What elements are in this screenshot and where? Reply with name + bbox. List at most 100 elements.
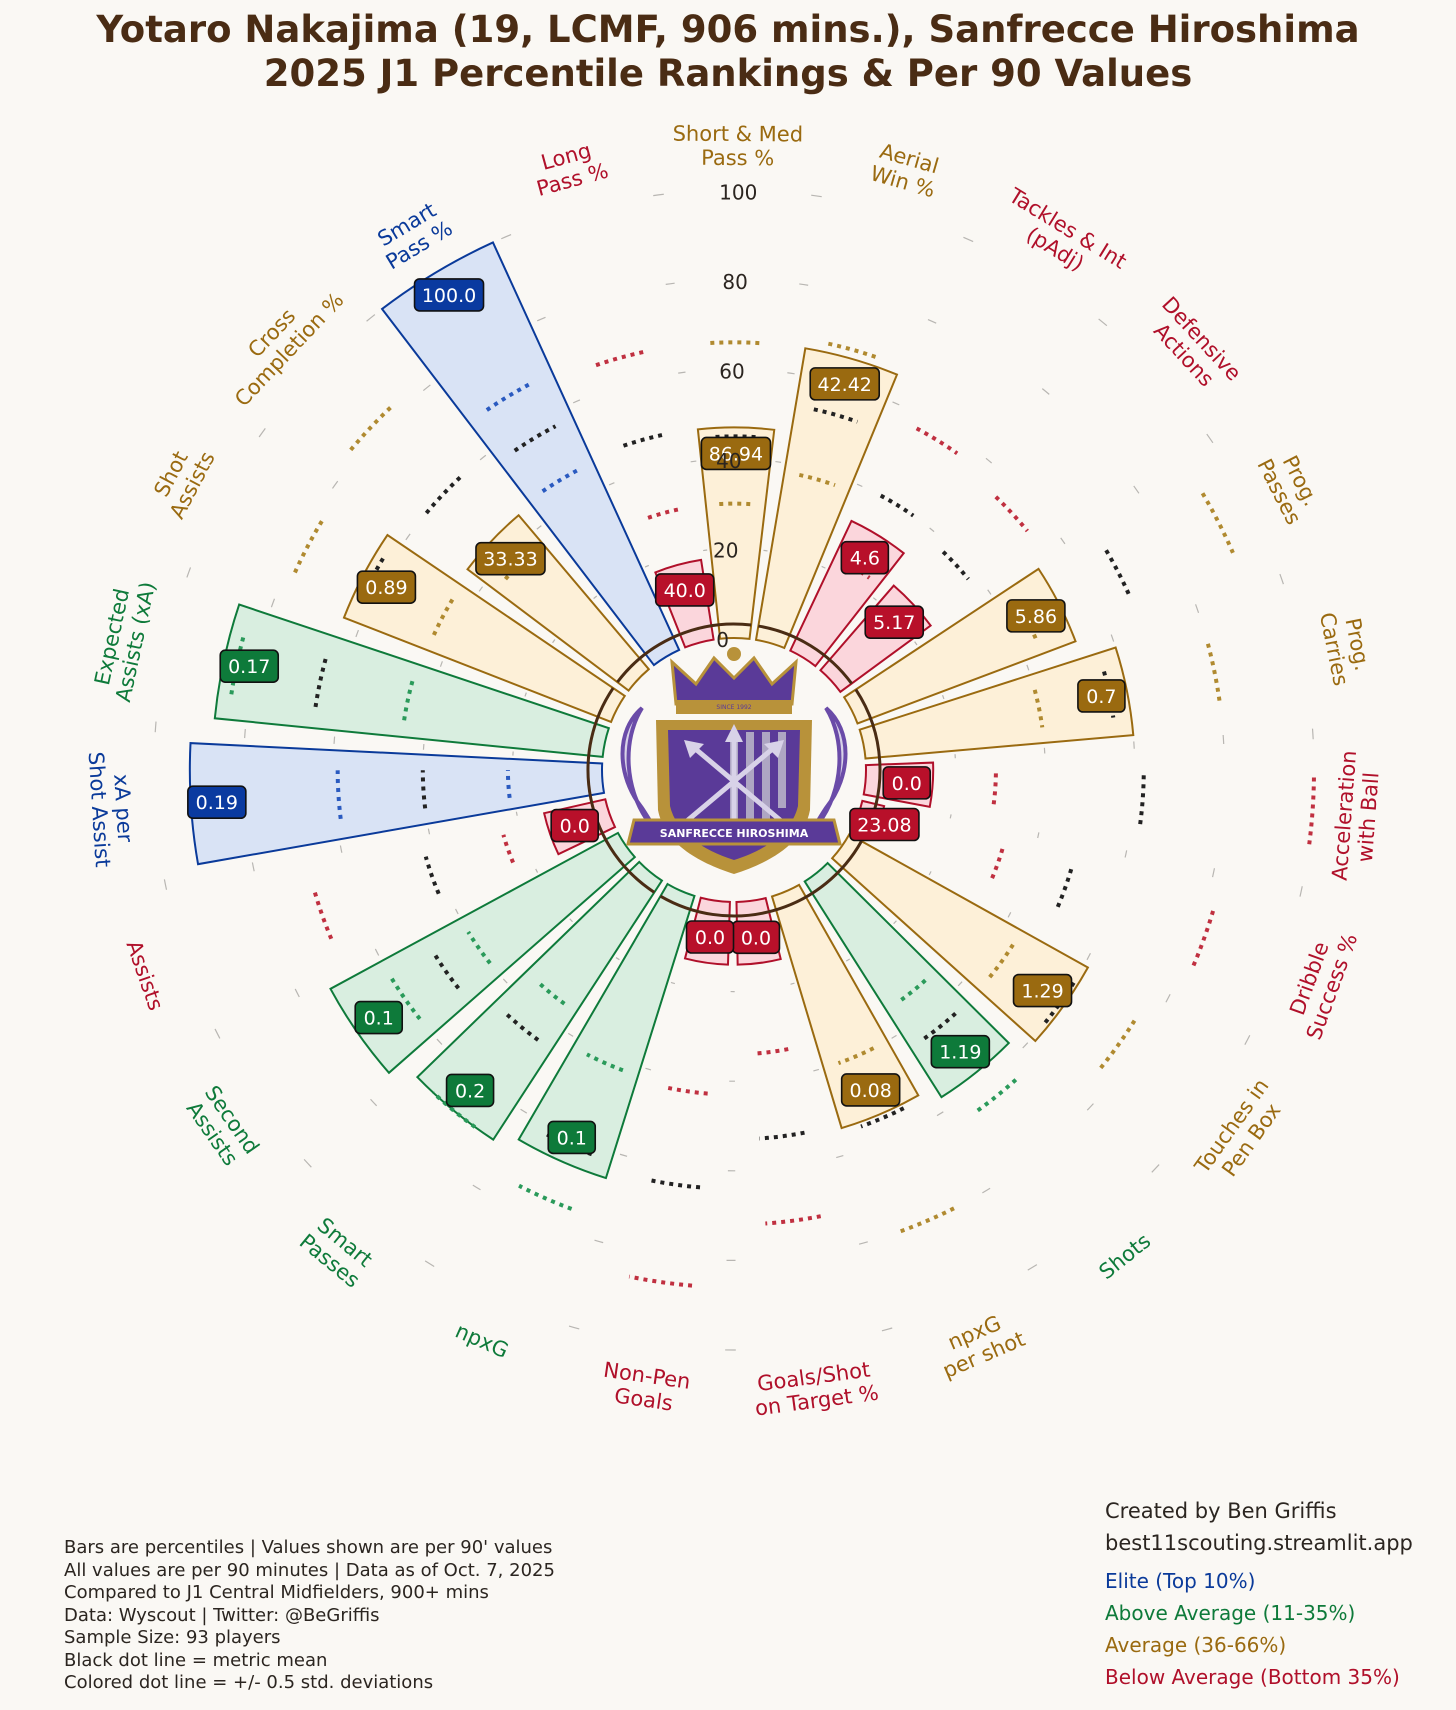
grid-arc-60 <box>787 372 795 375</box>
dot-line-mean-21 <box>622 432 665 448</box>
grid-arc-80 <box>251 862 255 872</box>
grid-arc-60 <box>1086 953 1091 961</box>
grid-arc-40 <box>813 1068 820 1072</box>
legend-below-average: Below Average (Bottom 35%) <box>1105 1665 1400 1689</box>
grid-arc-100 <box>1098 318 1108 327</box>
value-label-18: 0.89 <box>356 570 417 605</box>
svg-text:npxG: npxG <box>452 1319 512 1363</box>
grid-arc-80 <box>1165 993 1171 1003</box>
grid-arc-20 <box>569 918 573 923</box>
bar-13 <box>415 860 664 1142</box>
dot-line-sd-high-20 <box>485 380 534 412</box>
metric-label-1: Tackles & Int(pAdj) <box>1004 183 1131 276</box>
svg-text:0.0: 0.0 <box>741 927 771 949</box>
grid-arc-40 <box>891 1034 897 1039</box>
svg-text:5.17: 5.17 <box>873 612 915 634</box>
grid-arc-60 <box>1022 1042 1029 1049</box>
grid-arc-40 <box>690 460 697 463</box>
svg-text:0.7: 0.7 <box>1086 686 1116 708</box>
chart-title-line-2: 2025 J1 Percentile Rankings & Per 90 Val… <box>263 52 1193 95</box>
grid-arc-80 <box>1133 485 1140 494</box>
dot-line-sd-low-6 <box>988 848 1005 883</box>
dot-line-sd-high-6 <box>1190 910 1215 970</box>
grid-arc-80 <box>1041 388 1050 395</box>
grid-arc-100 <box>881 1327 893 1332</box>
dot-line-sd-high-12 <box>518 1183 573 1211</box>
percentile-bars <box>188 241 1135 1180</box>
dot-line-sd-high-14 <box>390 977 422 1021</box>
grid-arc-40 <box>455 908 459 915</box>
dot-line-mean-13 <box>505 1012 540 1042</box>
value-label-22: 86.94 <box>700 436 772 471</box>
grid-arc-40 <box>608 482 615 486</box>
dot-line-sd-low-12 <box>586 1052 624 1073</box>
value-label-11: 0.0 <box>685 920 735 954</box>
radial-grid <box>154 193 1314 1351</box>
dot-line-sd-low-15 <box>501 834 515 864</box>
grid-arc-80 <box>244 729 246 739</box>
footnote-2: All values are per 90 minutes | Data as … <box>64 1559 555 1581</box>
dot-line-sd-high-5 <box>1306 777 1316 849</box>
dot-line-mean-20 <box>513 424 557 453</box>
svg-text:0.17: 0.17 <box>228 656 270 678</box>
dot-line-sd-low-0 <box>798 472 836 488</box>
sanfrecce-crest-icon: SANFRECCE HIROSHIMA SINCE 1992 <box>620 647 848 874</box>
grid-arc-100 <box>186 567 192 578</box>
value-label-2: 5.17 <box>864 605 925 639</box>
grid-arc-100 <box>1299 886 1303 897</box>
mean-and-sd-dot-lines <box>229 340 1316 1288</box>
svg-text:23.08: 23.08 <box>857 814 911 836</box>
grid-arc-40 <box>1026 664 1030 671</box>
grid-arc-100 <box>303 1158 312 1168</box>
bar-12 <box>517 882 696 1180</box>
radial-tick-100: 100 <box>719 180 757 204</box>
grid-arc-20 <box>515 811 518 816</box>
value-labels: 42.42 4.6 5.17 5.86 0.7 0.0 23.08 1.29 1.19 0.08 0… <box>187 278 1126 1155</box>
dot-line-mean-4 <box>1102 670 1116 718</box>
dot-line-sd-high-13 <box>431 1091 477 1129</box>
value-label-5: 0.0 <box>882 766 932 800</box>
dot-line-sd-low-10 <box>753 1047 789 1056</box>
grid-arc-20 <box>942 694 945 700</box>
grid-arc-100 <box>214 1028 221 1039</box>
svg-text:0.89: 0.89 <box>365 577 407 599</box>
grid-arc-20 <box>821 565 826 569</box>
radial-tick-40: 40 <box>716 449 741 473</box>
dot-line-sd-high-22 <box>710 340 763 346</box>
grid-arc-100 <box>366 314 376 322</box>
grid-arc-20 <box>670 981 676 985</box>
logo-subtext: SINCE 1992 <box>716 704 751 711</box>
grid-arc-80 <box>536 316 546 322</box>
bar-16 <box>188 742 606 866</box>
dot-line-sd-high-10 <box>765 1214 822 1226</box>
grid-arc-100 <box>1244 1034 1251 1045</box>
dot-line-sd-high-8 <box>974 1078 1018 1114</box>
grid-arc-60 <box>1060 537 1066 545</box>
footnote-1: Bars are percentiles | Values shown are … <box>64 1537 553 1558</box>
dot-line-mean-17 <box>313 655 329 708</box>
grid-arc-40 <box>929 527 935 533</box>
chart-title: Yotaro Nakajima (19, LCMF, 906 mins.), S… <box>0 8 1456 96</box>
legend-average: Average (36-66%) <box>1105 1633 1287 1657</box>
grid-arc-100 <box>424 1260 435 1268</box>
grid-arc-40 <box>645 1067 652 1071</box>
grid-arc-80 <box>422 384 431 392</box>
value-label-9: 0.08 <box>840 1073 901 1107</box>
value-label-3: 5.86 <box>1006 599 1066 633</box>
grid-arc-80 <box>799 283 809 286</box>
svg-text:0.0: 0.0 <box>892 773 922 795</box>
grid-arc-20 <box>928 871 932 876</box>
dot-line-mean-0 <box>813 407 859 424</box>
grid-arc-40 <box>775 460 782 463</box>
grid-arc-20 <box>914 641 918 646</box>
value-label-21: 40.0 <box>654 573 715 607</box>
dot-line-sd-high-11 <box>628 1274 693 1288</box>
svg-text:100.0: 100.0 <box>422 285 476 307</box>
grid-arc-20 <box>949 814 952 819</box>
